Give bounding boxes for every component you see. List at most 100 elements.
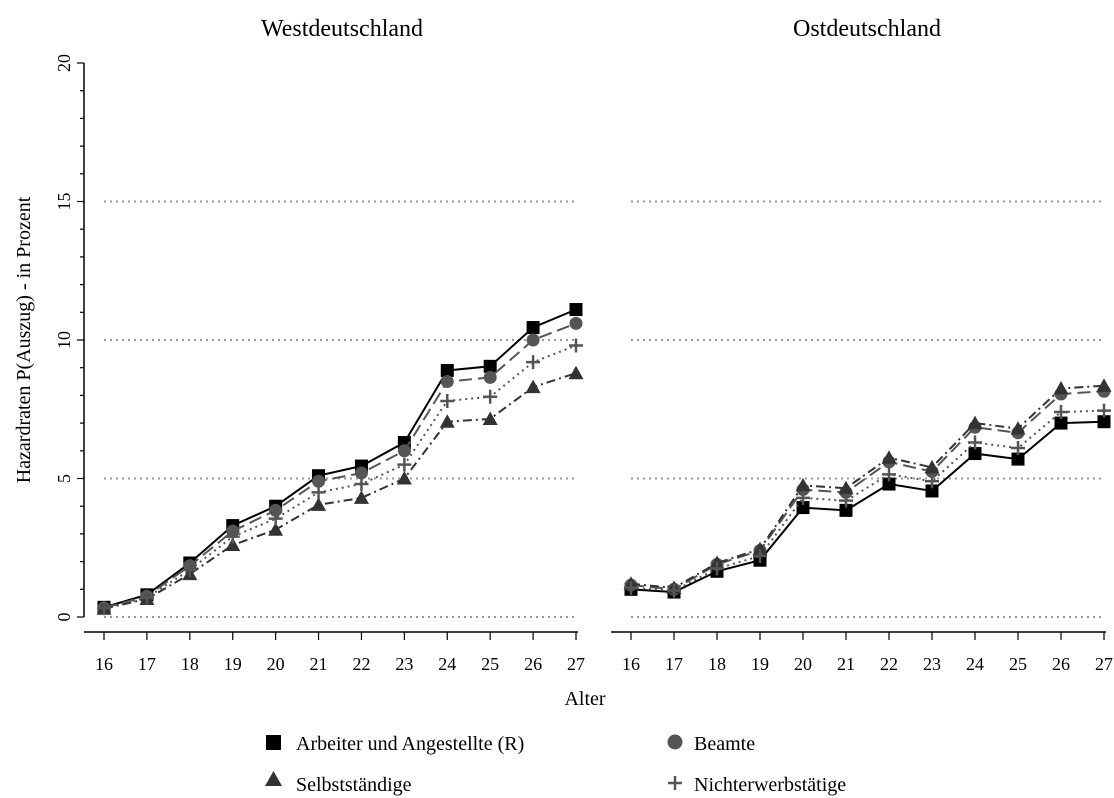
x-tick-label: 25 xyxy=(481,654,499,674)
data-point-plus xyxy=(268,511,283,526)
y-tick-label: 0 xyxy=(54,613,74,622)
x-tick-label: 19 xyxy=(224,654,242,674)
x-tick-label: 27 xyxy=(567,654,585,674)
x-tick-label: 26 xyxy=(524,654,542,674)
data-point-plus xyxy=(796,490,810,505)
data-point-circle xyxy=(354,466,368,480)
series-line xyxy=(630,384,1105,589)
x-axis-title: Alter xyxy=(564,688,605,710)
data-point-triangle xyxy=(396,471,412,485)
x-tick-label: 17 xyxy=(138,654,156,674)
data-point-plus xyxy=(311,485,326,500)
y-axis-title: Hazardraten P(Auszug) - in Prozent xyxy=(13,196,35,483)
data-point-square xyxy=(526,321,540,335)
data-point-plus xyxy=(882,467,896,482)
data-point-square xyxy=(925,484,939,498)
x-tick-label: 24 xyxy=(438,654,456,674)
x-tick-label: 19 xyxy=(751,654,769,674)
data-point-plus xyxy=(97,601,111,616)
data-point-triangle xyxy=(353,490,369,504)
x-tick-label: 27 xyxy=(1095,654,1113,674)
data-point-plus xyxy=(526,355,541,370)
data-point-plus xyxy=(139,590,154,605)
y-tick-label: 20 xyxy=(54,54,74,72)
data-point-square xyxy=(1011,452,1025,466)
x-tick-label: 23 xyxy=(395,654,413,674)
series-line xyxy=(103,308,577,609)
legend: Arbeiter und Angestellte (R) Beamte Selb… xyxy=(265,733,846,796)
data-point-plus xyxy=(182,562,197,577)
data-point-triangle xyxy=(881,450,897,464)
data-point-plus xyxy=(925,474,939,489)
x-tick-label: 16 xyxy=(622,654,640,674)
series-line xyxy=(630,409,1105,592)
y-tick-label: 10 xyxy=(54,331,74,349)
data-point-circle xyxy=(483,370,497,384)
data-point-triangle xyxy=(268,522,284,536)
data-point-triangle xyxy=(1010,421,1026,435)
data-point-triangle xyxy=(795,477,811,492)
data-point-square xyxy=(839,503,853,517)
data-point-triangle xyxy=(225,537,241,551)
data-point-plus xyxy=(968,435,982,450)
x-tick-label: 21 xyxy=(310,654,328,674)
data-point-triangle xyxy=(568,365,584,380)
data-point-circle xyxy=(312,474,326,488)
legend-marker-plus xyxy=(668,776,682,790)
series-line xyxy=(103,322,577,609)
x-tick-label: 20 xyxy=(794,654,812,674)
y-tick-label: 15 xyxy=(54,193,74,211)
data-point-triangle xyxy=(439,414,455,428)
data-point-plus xyxy=(1097,403,1111,418)
x-tick-label: 17 xyxy=(665,654,683,674)
legend-label: Arbeiter und Angestellte (R) xyxy=(296,733,524,755)
x-tick-label: 18 xyxy=(708,654,726,674)
data-point-plus xyxy=(1011,441,1025,456)
data-point-triangle xyxy=(924,459,940,474)
data-point-plus xyxy=(1054,405,1068,420)
data-point-circle xyxy=(397,444,411,458)
panel-title: Westdeutschland xyxy=(261,16,423,42)
data-point-triangle xyxy=(752,541,768,556)
data-point-plus xyxy=(397,457,412,472)
data-point-plus xyxy=(753,549,767,564)
data-point-plus xyxy=(483,389,498,404)
x-tick-label: 20 xyxy=(267,654,285,674)
data-point-plus xyxy=(440,393,455,408)
legend-marker-circle xyxy=(667,734,683,750)
data-point-triangle xyxy=(838,480,854,495)
series-line xyxy=(630,420,1105,594)
x-tick-label: 23 xyxy=(923,654,941,674)
data-point-triangle xyxy=(1096,378,1112,392)
data-point-square xyxy=(1097,415,1111,429)
panel-westdeutschland: Westdeutschland 0 5 10 15 20 16 17 18 19 20 21 22 23… xyxy=(54,16,585,674)
series-line xyxy=(630,390,1105,591)
x-tick-label: 25 xyxy=(1009,654,1027,674)
data-point-plus xyxy=(354,477,369,492)
data-point-triangle xyxy=(525,379,541,394)
data-point-plus xyxy=(667,583,681,598)
x-tick-label: 22 xyxy=(352,654,370,674)
data-point-square xyxy=(796,501,810,515)
legend-label: Beamte xyxy=(694,733,755,755)
data-point-square xyxy=(882,477,896,491)
data-point-square xyxy=(440,363,454,377)
data-point-plus xyxy=(225,529,240,544)
data-point-circle xyxy=(569,316,583,330)
data-point-triangle xyxy=(967,415,983,430)
data-point-plus xyxy=(710,561,724,576)
data-point-square xyxy=(569,303,583,317)
data-point-square xyxy=(1054,416,1068,430)
x-tick-label: 24 xyxy=(966,654,984,674)
data-point-plus xyxy=(839,493,853,508)
x-tick-label: 26 xyxy=(1052,654,1070,674)
data-point-triangle xyxy=(482,411,498,425)
legend-marker-triangle xyxy=(265,771,282,786)
legend-label: Selbstständige xyxy=(296,774,412,796)
data-point-square xyxy=(968,447,982,461)
x-tick-label: 18 xyxy=(181,654,199,674)
legend-label: Nichterwerbstätige xyxy=(694,774,846,796)
x-tick-label: 16 xyxy=(95,654,113,674)
data-point-triangle xyxy=(311,497,327,511)
